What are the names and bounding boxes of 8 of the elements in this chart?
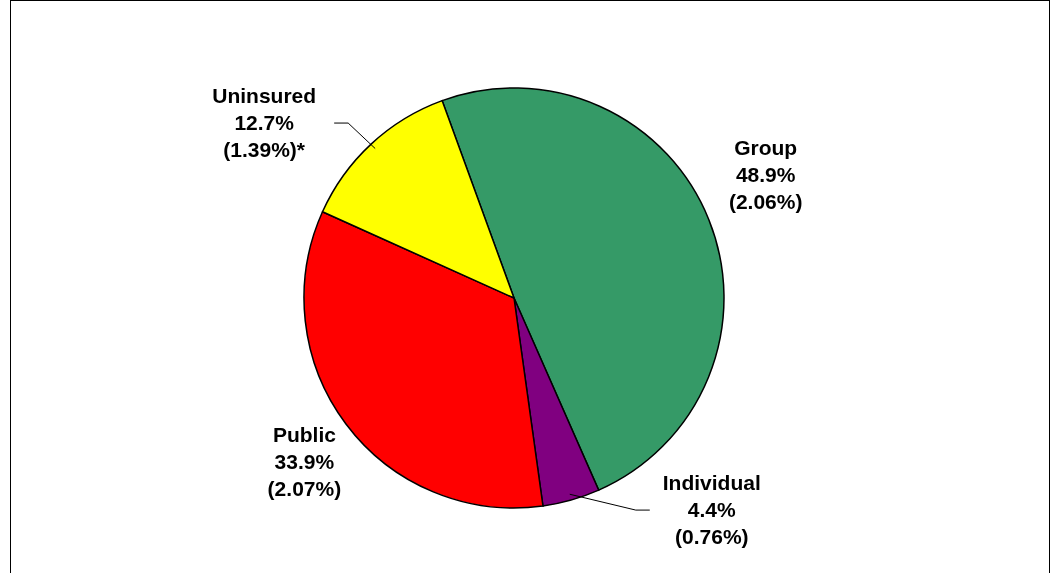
data-label: 33.9% (2.07%)	[267, 449, 342, 500]
slice-label: Public	[272, 422, 337, 446]
data-label: 48.9% (2.06%)	[728, 163, 803, 214]
data-label: 4.4% (0.76%)	[675, 498, 749, 549]
slice-label: Uninsured	[212, 84, 317, 108]
data-label: 12.7% (1.39%)*	[223, 111, 306, 162]
slice-label: Group	[734, 136, 798, 160]
slice-label: Individual	[662, 471, 761, 495]
